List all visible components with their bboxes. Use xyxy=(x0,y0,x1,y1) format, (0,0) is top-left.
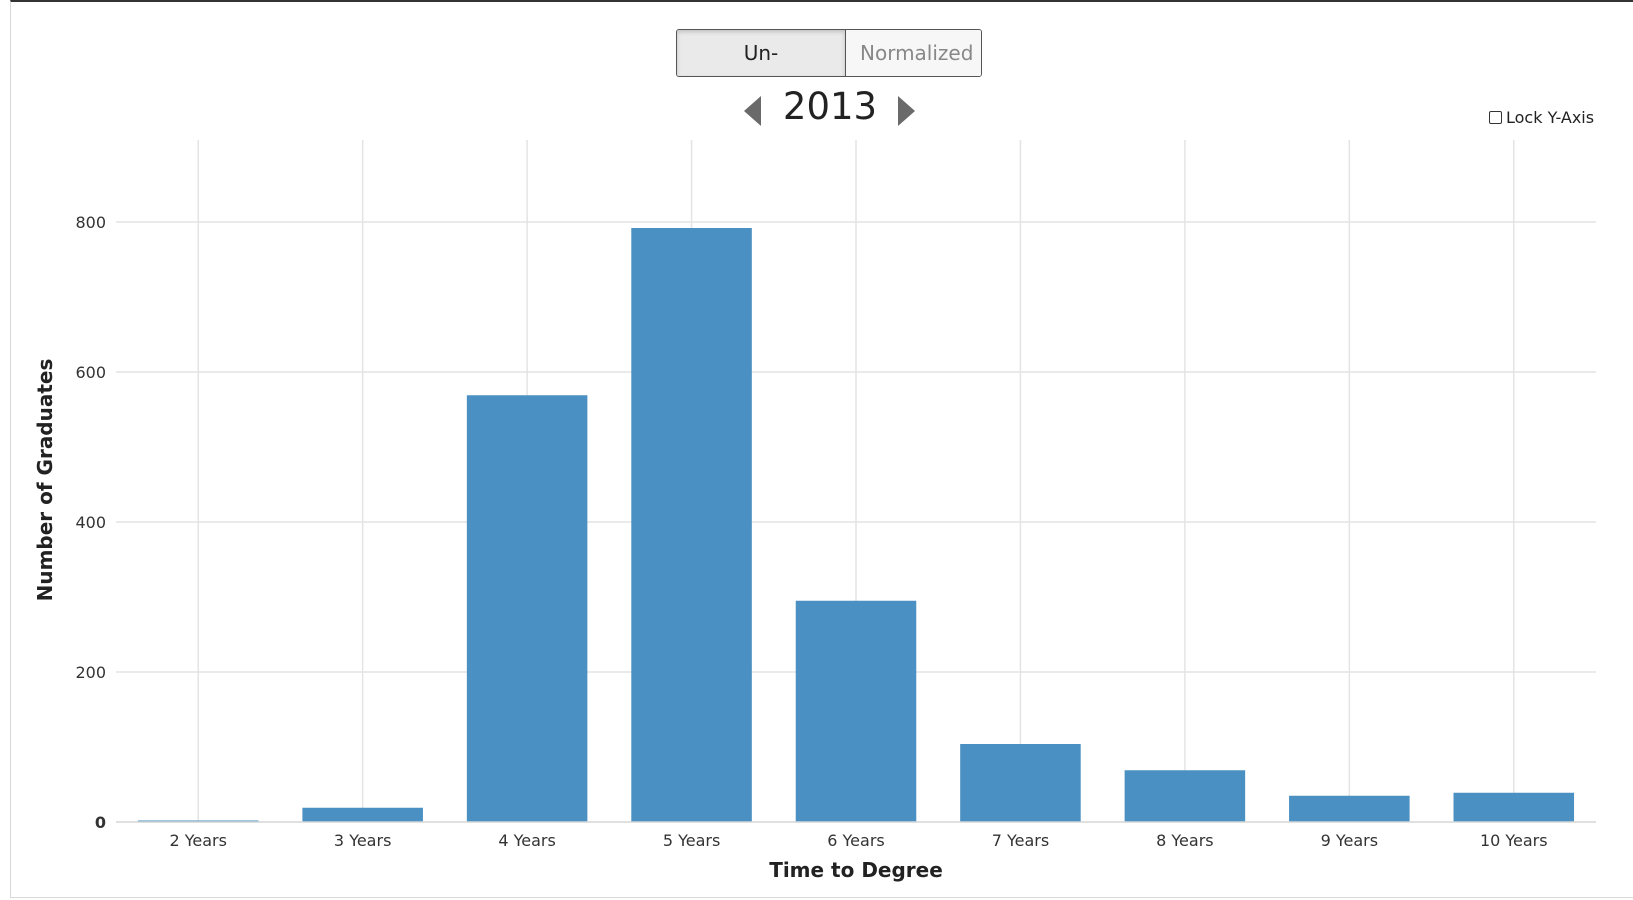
triangle-right-icon[interactable] xyxy=(898,96,915,126)
bar xyxy=(1453,792,1575,822)
x-tick-label: 10 Years xyxy=(1480,831,1548,850)
bar xyxy=(466,395,588,822)
x-tick-label: 3 Years xyxy=(334,831,391,850)
normalized-button[interactable]: Normalized xyxy=(846,30,981,76)
x-tick-label: 4 Years xyxy=(498,831,555,850)
un-normalized-button[interactable]: Un-Normalized xyxy=(677,30,846,76)
year-navigator: 2013 xyxy=(740,84,920,130)
bar xyxy=(1289,795,1410,822)
x-tick-label: 6 Years xyxy=(827,831,884,850)
x-tick-label: 7 Years xyxy=(992,831,1049,850)
year-label: 2013 xyxy=(782,85,878,128)
lock-y-axis-checkbox[interactable] xyxy=(1489,110,1502,124)
triangle-left-icon[interactable] xyxy=(744,96,761,126)
y-tick-label: 200 xyxy=(75,663,106,682)
y-tick-label: 400 xyxy=(75,513,106,532)
bar xyxy=(960,744,1081,822)
y-tick-label: 0 xyxy=(95,813,106,832)
lock-y-axis-label: Lock Y-Axis xyxy=(1506,107,1595,127)
x-axis-title: Time to Degree xyxy=(769,858,943,882)
y-axis-title: Number of Graduates xyxy=(33,359,57,602)
y-tick-label: 800 xyxy=(75,213,106,232)
bar xyxy=(1124,770,1246,822)
y-tick-label: 600 xyxy=(75,363,106,382)
x-tick-label: 2 Years xyxy=(169,831,226,850)
x-tick-label: 9 Years xyxy=(1321,831,1378,850)
normalization-toggle: Un-Normalized Normalized xyxy=(676,29,982,77)
x-tick-label: 8 Years xyxy=(1156,831,1213,850)
bar xyxy=(302,807,423,822)
bar xyxy=(795,600,917,822)
x-tick-label: 5 Years xyxy=(663,831,720,850)
bar xyxy=(631,228,752,822)
lock-y-axis-control[interactable]: Lock Y-Axis xyxy=(1489,106,1594,128)
